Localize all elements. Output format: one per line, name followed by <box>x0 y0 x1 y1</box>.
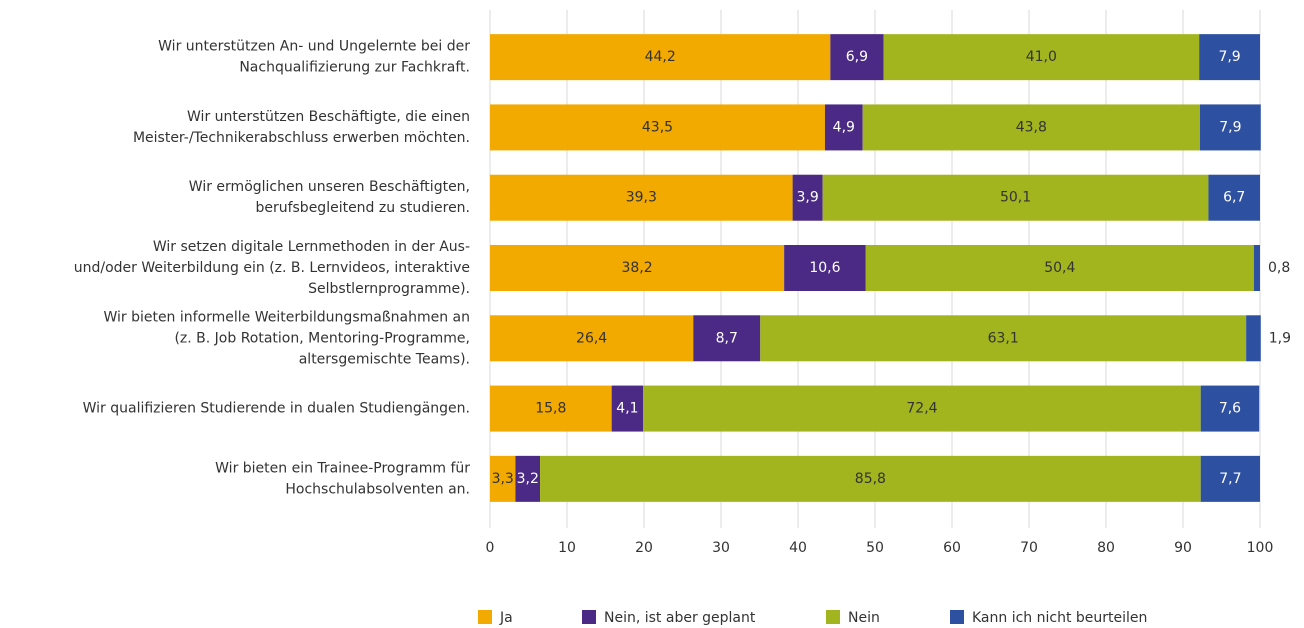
bar-segment <box>883 34 1200 81</box>
bar-segment <box>490 385 612 432</box>
value-label: 7,9 <box>1219 119 1241 135</box>
value-label: 15,8 <box>535 401 566 417</box>
category-label: Meister-/Technikerabschluss erwerben möc… <box>133 130 470 146</box>
bar-segment <box>490 455 516 502</box>
category-label: und/oder Weiterbildung ein (z. B. Lernvi… <box>74 260 470 276</box>
value-label: 6,9 <box>846 49 868 65</box>
category-label: Wir unterstützen Beschäftigte, die einen <box>187 109 470 125</box>
value-label: 1,9 <box>1269 330 1291 346</box>
category-label: Wir bieten ein Trainee-Programm für <box>215 460 470 476</box>
value-label: 44,2 <box>645 49 676 65</box>
bar-segment <box>1200 455 1260 502</box>
category-label: (z. B. Job Rotation, Mentoring-Programme… <box>174 330 470 346</box>
value-label: 3,9 <box>796 190 818 206</box>
x-tick-label: 80 <box>1097 540 1115 556</box>
legend-swatch <box>826 610 840 624</box>
bar-segment <box>792 174 823 221</box>
value-label: 26,4 <box>576 330 607 346</box>
bar-segment <box>822 174 1209 221</box>
value-label: 8,7 <box>716 330 738 346</box>
value-label: 85,8 <box>855 471 886 487</box>
bar-segment <box>515 455 541 502</box>
bar-segment <box>490 245 785 291</box>
legend-label: Nein <box>848 610 880 626</box>
x-tick-label: 30 <box>712 540 730 556</box>
x-tick-label: 90 <box>1174 540 1192 556</box>
bar-segment <box>490 174 793 221</box>
legend-swatch <box>478 610 492 624</box>
bar-segment <box>1253 245 1260 291</box>
value-label: 72,4 <box>906 401 937 417</box>
value-label: 7,9 <box>1218 49 1240 65</box>
bar-segment <box>490 104 825 151</box>
value-label: 43,8 <box>1016 119 1047 135</box>
value-label: 50,1 <box>1000 190 1031 206</box>
value-label: 7,6 <box>1219 401 1241 417</box>
value-label: 38,2 <box>621 260 652 276</box>
value-label: 7,7 <box>1219 471 1241 487</box>
value-label: 0,8 <box>1268 260 1290 276</box>
x-tick-label: 60 <box>943 540 961 556</box>
value-label: 4,1 <box>616 401 638 417</box>
category-label: Nachqualifizierung zur Fachkraft. <box>239 60 470 76</box>
category-label: Wir unterstützen An- und Ungelernte bei … <box>158 39 470 55</box>
value-label: 4,9 <box>833 119 855 135</box>
bar-segment <box>540 455 1201 502</box>
x-tick-label: 70 <box>1020 540 1038 556</box>
x-tick-label: 20 <box>635 540 653 556</box>
value-label: 3,2 <box>517 471 539 487</box>
x-tick-label: 10 <box>558 540 576 556</box>
bar-segment <box>1199 104 1261 151</box>
bar-segment <box>1199 34 1260 81</box>
category-label: Wir ermöglichen unseren Beschäftigten, <box>189 179 470 195</box>
value-label: 39,3 <box>626 190 657 206</box>
bar-segment <box>643 385 1201 432</box>
category-label: berufsbegleitend zu studieren. <box>255 200 470 216</box>
x-tick-label: 100 <box>1247 540 1274 556</box>
bar-segment <box>490 315 694 362</box>
bar-segment <box>1208 174 1260 221</box>
value-label: 10,6 <box>809 260 840 276</box>
bar-segment <box>490 34 831 81</box>
value-label: 41,0 <box>1026 49 1057 65</box>
category-label: Selbstlernprogramme). <box>308 281 470 297</box>
x-tick-label: 0 <box>486 540 495 556</box>
bar-segment <box>862 104 1200 151</box>
category-label: Wir qualifizieren Studierende in dualen … <box>83 401 470 417</box>
legend-label: Nein, ist aber geplant <box>604 610 756 626</box>
bar-segment <box>830 34 884 81</box>
legend-label: Ja <box>499 610 513 626</box>
x-tick-label: 40 <box>789 540 807 556</box>
value-label: 3,3 <box>492 471 514 487</box>
category-label: altersgemischte Teams). <box>299 351 470 367</box>
category-label: Wir bieten informelle Weiterbildungsmaßn… <box>103 309 470 325</box>
legend-swatch <box>950 610 964 624</box>
bar-segment <box>693 315 761 362</box>
x-tick-label: 50 <box>866 540 884 556</box>
category-label: Hochschulabsolventen an. <box>285 481 470 497</box>
value-label: 43,5 <box>642 119 673 135</box>
bar-segment <box>784 245 866 291</box>
bar-segment <box>1246 315 1261 362</box>
legend-label: Kann ich nicht beurteilen <box>972 610 1147 626</box>
bar-segment <box>1200 385 1260 432</box>
value-label: 50,4 <box>1044 260 1075 276</box>
legend-swatch <box>582 610 596 624</box>
bar-segment <box>824 104 863 151</box>
bar-segment <box>611 385 644 432</box>
value-label: 6,7 <box>1223 190 1245 206</box>
bar-segment <box>865 245 1254 291</box>
category-label: Wir setzen digitale Lernmethoden in der … <box>153 239 470 255</box>
value-label: 63,1 <box>988 330 1019 346</box>
bar-segment <box>760 315 1247 362</box>
